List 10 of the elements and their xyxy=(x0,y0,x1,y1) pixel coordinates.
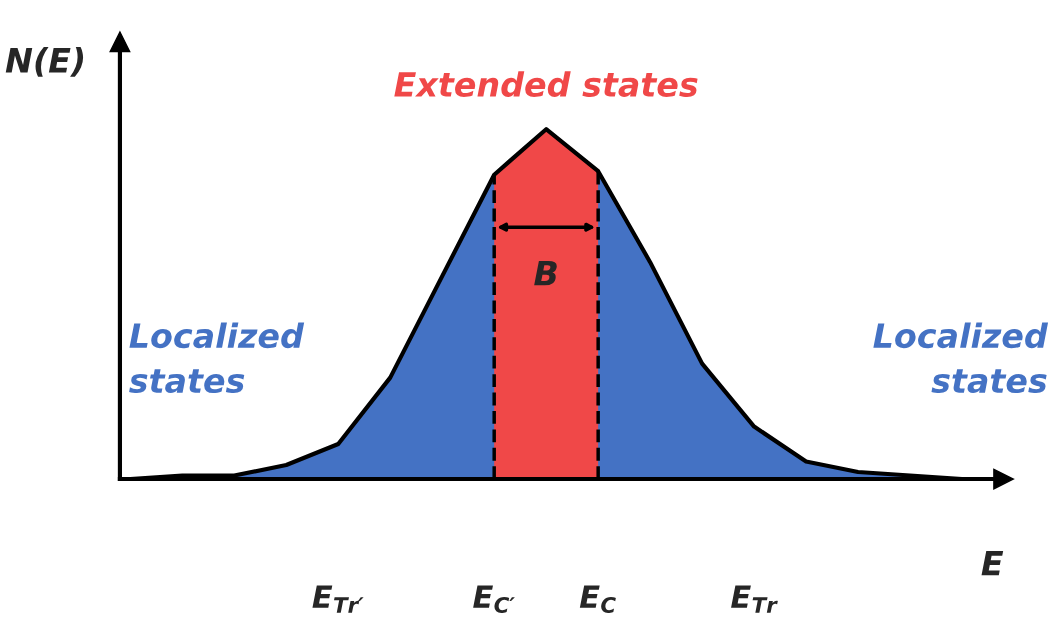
annotation: Localized states xyxy=(129,322,305,394)
x-tick-label: E$_{C}$ xyxy=(579,585,616,614)
band-label: Extended states xyxy=(394,71,698,97)
y-axis-title: N(E) xyxy=(5,47,84,77)
x-tick-label: E$_{Tr′}$ xyxy=(312,585,364,613)
x-axis-title: E xyxy=(981,550,1004,576)
annotation: Localized states xyxy=(873,322,1049,394)
x-tick-label: E$_{C′}$ xyxy=(473,585,515,614)
x-tick-label: E$_{Tr}$ xyxy=(731,585,778,613)
annotation: B xyxy=(534,261,557,286)
